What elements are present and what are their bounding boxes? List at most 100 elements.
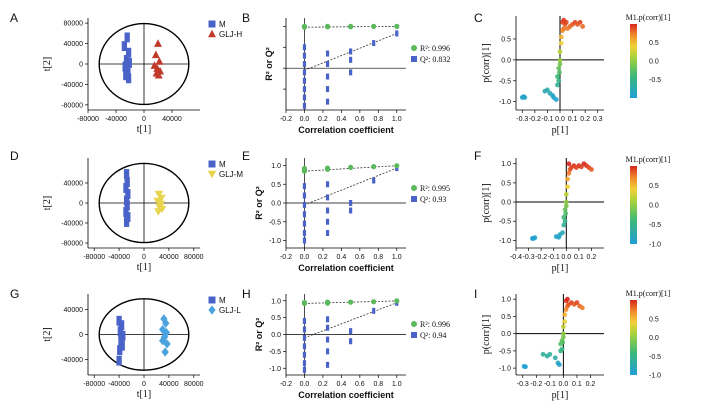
x-tick-label: 1.0: [392, 254, 402, 261]
q2-point: [372, 307, 376, 314]
y-axis-label: R² or Q²: [264, 47, 274, 81]
y-tick-label: -0.5: [499, 78, 511, 85]
legend-marker-q2: [411, 196, 417, 202]
colorbar: [630, 24, 637, 98]
splot-point: [556, 362, 562, 368]
q2-point: [302, 94, 307, 101]
point-glj-l: [160, 314, 168, 324]
q2-point: [302, 318, 307, 324]
x-axis-label: p[1]: [552, 390, 569, 401]
x-tick-label: -0.3: [523, 254, 535, 261]
splot-point: [561, 222, 567, 228]
y-tick-label: -1.0: [499, 238, 511, 245]
legend-label: GLJ-L: [219, 306, 241, 315]
y-tick-label: 0: [79, 62, 83, 69]
x-tick-label: 0.0: [300, 381, 310, 388]
splot-point: [557, 57, 563, 63]
q2-point: [325, 50, 330, 57]
y-tick-label: 0.0: [501, 57, 511, 64]
x-axis-label: Correlation coefficient: [298, 263, 394, 273]
legend-marker-m: [208, 296, 216, 304]
point-m: [125, 189, 131, 199]
q2-point: [349, 207, 353, 214]
x-tick-label: 0.4: [337, 254, 347, 261]
r2-point: [371, 164, 377, 170]
x-tick-label: 0.0: [300, 116, 310, 123]
splot-point: [566, 161, 572, 167]
q2-point: [302, 192, 307, 199]
x-tick-label: -0.2: [535, 254, 547, 261]
panel-letter: H: [242, 287, 251, 301]
x-tick-label: -0.1: [548, 254, 560, 261]
x-tick-label: 0.1: [574, 254, 584, 261]
x-axis-label: p[1]: [552, 263, 569, 274]
y-tick-label: -0.5: [499, 348, 511, 355]
point-m: [124, 32, 130, 43]
q2-point: [325, 181, 330, 188]
x-tick-label: 0.2: [318, 381, 328, 388]
splot-point: [566, 170, 572, 176]
q2-point: [325, 86, 330, 93]
splot-point: [519, 95, 525, 100]
splot-point: [552, 355, 558, 361]
x-tick-label: 0.2: [586, 381, 596, 388]
panel-c: C-0.3 -0.2 -0.1 0.0 0.1 0.2 0.3-1.0-0.50.00.5p…: [474, 11, 671, 136]
splot-point: [589, 167, 594, 172]
point-m: [123, 70, 129, 81]
q2-point: [302, 360, 307, 367]
r2-point: [394, 163, 400, 169]
y-tick-label: 1.0: [271, 163, 281, 170]
y-tick-label: 0.0: [271, 201, 281, 208]
legend-marker-glj-l: [208, 305, 216, 315]
point-glj-h: [151, 50, 160, 59]
q2-point: [349, 56, 353, 63]
legend-marker-glj-m: [207, 170, 217, 179]
x-tick-label: 40000: [159, 381, 179, 388]
point-m: [118, 320, 125, 331]
q2-point: [302, 220, 307, 227]
x-tick-label: -0.1: [544, 381, 556, 388]
splot-point: [545, 87, 550, 93]
y-tick-label: 0: [79, 332, 83, 339]
x-axis-label: Correlation coefficient: [298, 390, 394, 400]
x-tick-label: 0.3: [593, 116, 603, 123]
point-glj-m: [154, 208, 163, 216]
q2-point: [302, 183, 307, 190]
q2-point: [302, 77, 307, 84]
point-m: [118, 335, 124, 346]
point-glj-m: [154, 190, 164, 199]
point-m: [123, 217, 130, 227]
q2-point: [325, 316, 330, 323]
y-tick-label: -0.5: [499, 219, 511, 226]
y-tick-label: -40000: [61, 82, 83, 89]
panel-letter: B: [242, 11, 250, 25]
splot-point: [574, 300, 580, 306]
splot-point: [556, 78, 562, 84]
panel-letter: E: [242, 149, 250, 163]
x-tick-label: -80000: [83, 254, 105, 261]
legend-label: GLJ-H: [219, 30, 242, 39]
q2-point: [325, 98, 330, 105]
panel-g: G-80000 -40000 0 40000 80000-40000040000t[1]…: [10, 287, 241, 400]
y-tick-label: -40000: [61, 357, 83, 364]
colorbar-tick-label: 0.5: [649, 40, 659, 47]
q2-point: [302, 61, 307, 67]
x-tick-label: 0.6: [355, 254, 365, 261]
q2-point: [349, 338, 353, 345]
panel-a: A -80000 -40000 0 40000 -80000 -40000 0 40000 800…: [10, 11, 242, 135]
panel-h: H -0.2 0.0 0.2 0.4 0.6 0.8 1.0 -1.0 -0.5 0.0 0.5 1.0…: [242, 287, 450, 400]
point-m: [124, 200, 130, 211]
splot-point: [560, 331, 566, 337]
x-tick-label: 0.2: [587, 254, 597, 261]
q2-point: [325, 336, 330, 343]
splot-point: [577, 19, 583, 25]
y-tick-label: -1.0: [269, 238, 281, 245]
splot-point: [555, 74, 560, 79]
splot-point: [560, 334, 566, 340]
x-tick-label: 0: [142, 254, 146, 261]
x-tick-label: 0.2: [318, 116, 328, 123]
q2-point: [325, 61, 330, 67]
point-m: [125, 212, 131, 222]
x-axis-label: t[1]: [137, 389, 151, 400]
